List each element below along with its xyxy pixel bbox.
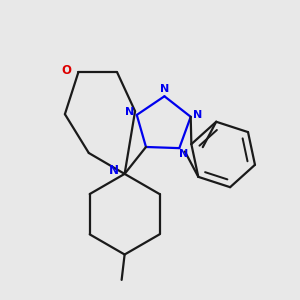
Text: N: N <box>179 149 188 159</box>
Text: O: O <box>61 64 71 77</box>
Text: N: N <box>109 164 119 177</box>
Text: N: N <box>160 84 169 94</box>
Text: N: N <box>193 110 203 120</box>
Text: N: N <box>125 107 134 117</box>
